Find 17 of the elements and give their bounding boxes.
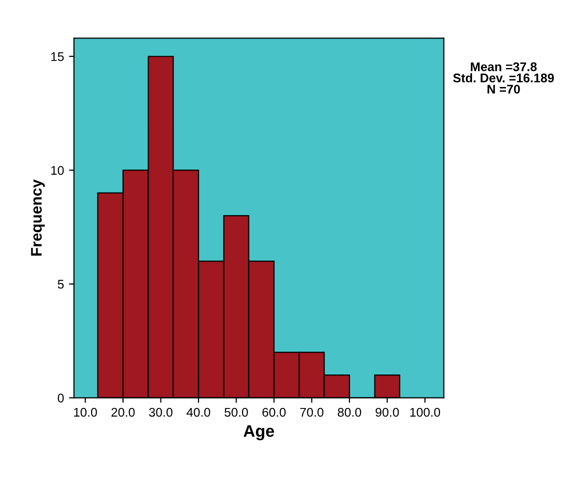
x-tick-label: 20.0 <box>112 408 135 417</box>
x-tick-label: 60.0 <box>262 408 286 417</box>
x-axis-title: Age <box>244 425 274 440</box>
y-tick-label: 15 <box>51 52 64 62</box>
x-tick-label: 50.0 <box>224 408 248 417</box>
x-tick-label: 70.0 <box>300 408 324 417</box>
x-tick-label: 10.0 <box>74 408 97 417</box>
x-tick-label: 80.0 <box>338 408 362 417</box>
y-tick-label: 5 <box>58 280 64 289</box>
y-axis-title: Frequency <box>31 179 45 256</box>
x-tick-label: 40.0 <box>186 408 210 417</box>
x-tick-label: 90.0 <box>376 408 399 417</box>
y-tick-label: 0 <box>58 394 64 402</box>
x-tick-label: 100.0 <box>410 408 440 417</box>
y-tick-label: 10 <box>51 166 64 175</box>
x-tick-label: 30.0 <box>149 408 172 417</box>
text: Mean =37.8 Std. Dev. =16.189 N =70 <box>453 62 554 94</box>
